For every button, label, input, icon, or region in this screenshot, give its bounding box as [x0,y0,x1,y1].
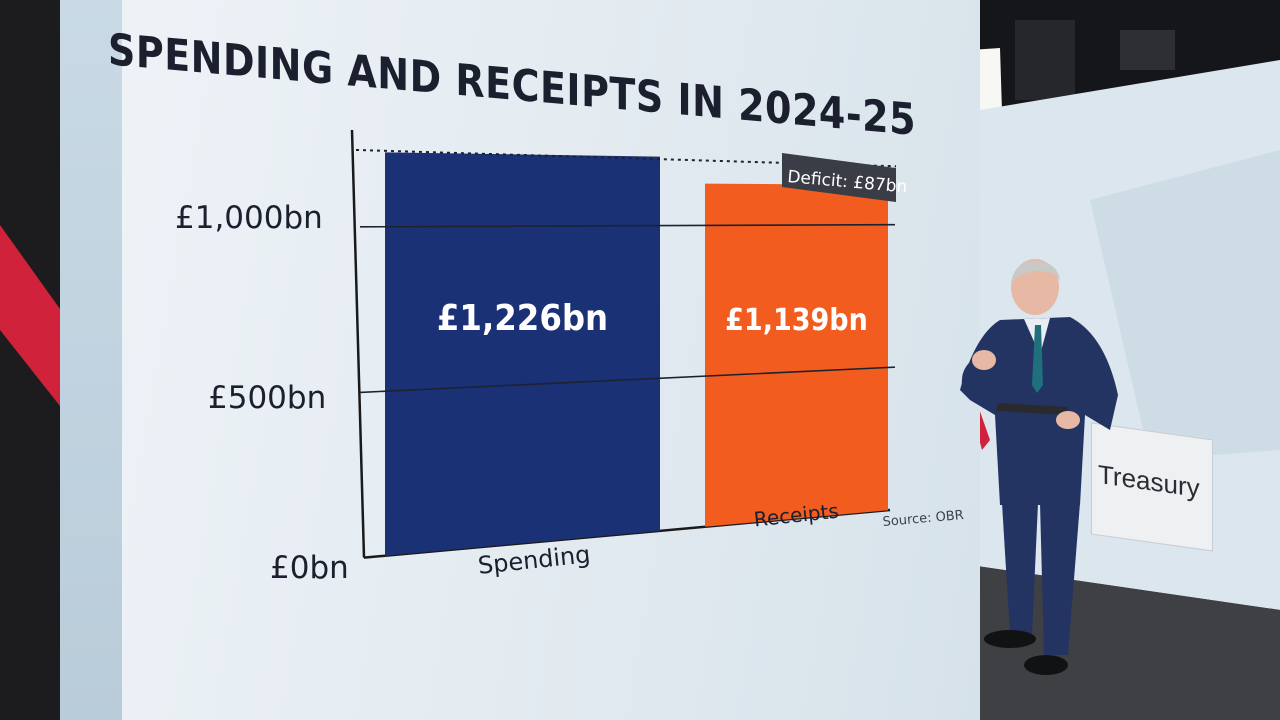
video-wall-edge [60,0,122,720]
y-axis-line [350,129,366,558]
bar-receipts [705,183,888,527]
y-tick-label-0: £0bn [270,550,349,586]
bar-spending [385,152,660,556]
value-label-receipts: £1,139bn [725,303,868,338]
presenter-figure [960,259,1118,675]
y-tick-label-500: £500bn [208,380,326,416]
value-label-spending: £1,226bn [437,298,608,339]
deficit-box [782,153,896,202]
gridline-1000 [359,223,896,228]
gridline-500 [359,366,896,394]
chart-source: Source: OBR [882,508,964,530]
y-tick-label-1000: £1,000bn [175,200,323,236]
